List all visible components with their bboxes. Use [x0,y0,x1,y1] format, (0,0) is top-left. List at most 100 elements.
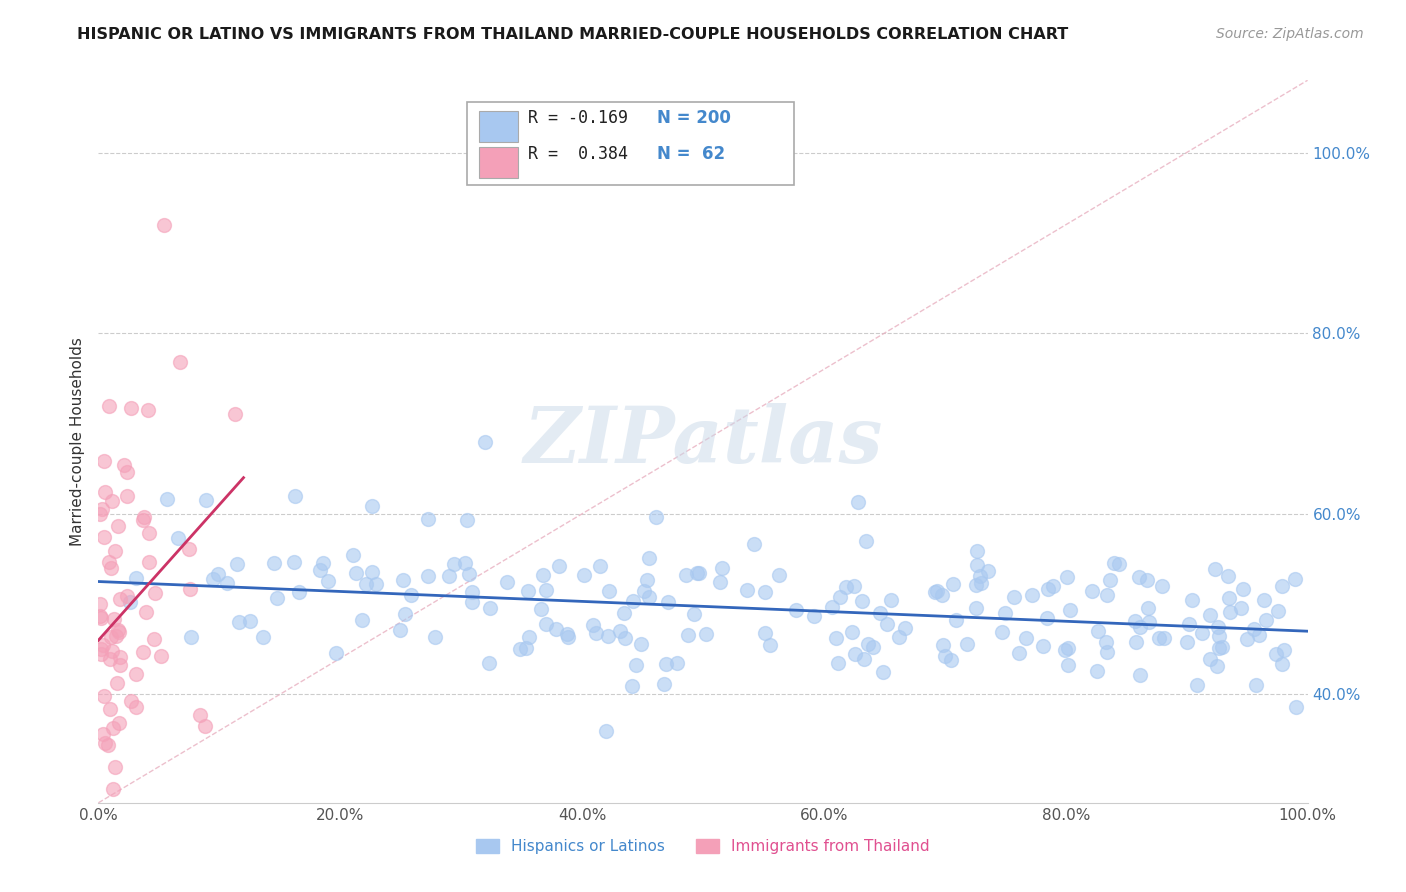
Point [675,567,697,582]
Point [889,631,911,645]
Point [931,588,953,602]
Point [288,585,311,599]
Point [194,719,217,733]
Point [101,643,124,657]
Point [284,489,307,503]
Point [862,640,884,654]
Point [454,556,477,570]
Point [101,782,124,797]
Point [225,557,247,571]
Point [150,649,173,664]
Point [768,567,790,582]
Point [1267,604,1289,618]
Point [478,601,501,615]
Point [108,625,131,640]
Point [1125,635,1147,649]
Point [530,601,553,615]
Point [97,739,120,753]
Point [1204,562,1226,576]
Point [132,644,155,658]
Point [536,617,558,632]
Point [188,708,211,723]
Point [657,595,679,609]
Point [1104,557,1126,571]
Point [621,594,644,608]
Point [834,580,856,594]
Point [100,652,122,666]
Point [360,566,382,580]
Point [416,512,439,526]
Point [1042,578,1064,592]
Point [105,629,128,643]
Point [555,627,578,641]
Point [645,510,668,524]
Point [177,541,200,556]
Point [460,595,482,609]
Point [1147,631,1170,645]
Point [1191,625,1213,640]
FancyBboxPatch shape [467,102,793,185]
Point [399,588,422,602]
Point [676,628,699,642]
Point [98,701,121,715]
Point [1272,643,1295,657]
Point [1053,643,1076,657]
Point [876,616,898,631]
Point [557,630,579,644]
Point [1153,631,1175,645]
Point [354,576,377,591]
Point [970,576,993,591]
Point [132,509,155,524]
Point [844,647,866,661]
Point [1211,640,1233,654]
Point [153,218,176,232]
Point [312,556,335,570]
Point [1056,569,1078,583]
Point [1236,632,1258,646]
Point [1206,658,1229,673]
Point [1056,658,1078,673]
Point [991,624,1014,639]
Point [754,585,776,599]
Point [108,591,131,606]
Point [842,579,865,593]
Point [437,569,460,583]
Point [683,607,706,622]
Point [825,632,848,646]
Point [846,495,869,509]
Point [1206,620,1229,634]
Point [994,606,1017,620]
Point [283,555,305,569]
Point [138,555,160,569]
Point [496,574,519,589]
Point [852,652,875,666]
Point [1181,592,1204,607]
Text: HISPANIC OR LATINO VS IMMIGRANTS FROM THAILAND MARRIED-COUPLE HOUSEHOLDS CORRELA: HISPANIC OR LATINO VS IMMIGRANTS FROM TH… [77,27,1069,42]
Point [1108,558,1130,572]
Point [266,591,288,605]
Point [224,407,246,421]
Point [167,531,190,545]
Point [1137,615,1160,629]
Point [754,626,776,640]
Point [316,574,339,588]
Point [589,558,612,573]
Point [1150,579,1173,593]
Point [945,613,967,627]
Point [1002,590,1025,604]
Point [652,677,675,691]
Point [735,583,758,598]
Point [325,646,347,660]
Point [598,584,620,599]
Point [1218,569,1240,583]
Point [759,638,782,652]
Point [1232,582,1254,596]
Point [263,556,285,570]
Point [1087,624,1109,638]
Point [1059,602,1081,616]
Point [827,656,849,670]
Point [101,494,124,508]
Point [841,625,863,640]
Point [90,502,112,516]
Point [1032,639,1054,653]
